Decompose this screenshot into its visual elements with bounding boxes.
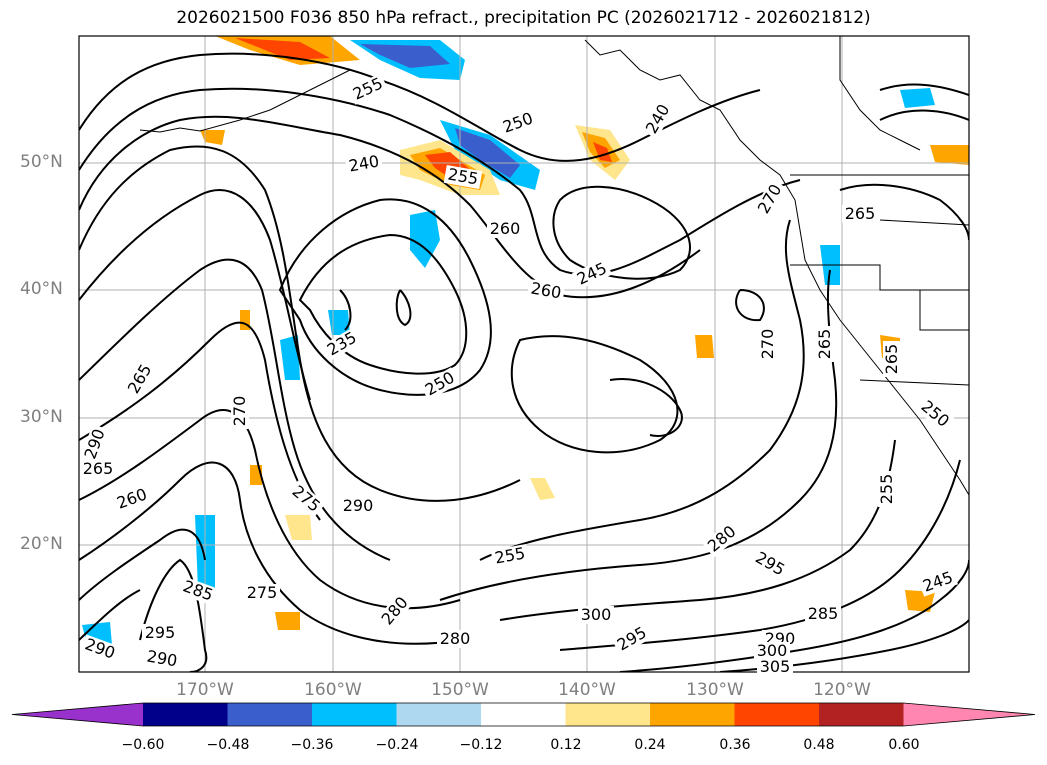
colorbar-tick-label: 0.12: [550, 737, 582, 753]
map-title: 2026021500 F036 850 hPa refract., precip…: [176, 8, 871, 28]
colorbar-tick-label: 0.24: [634, 737, 666, 753]
colorbar-segment: [565, 703, 651, 726]
contour-label: 300: [578, 606, 614, 624]
colorbar-segment: [819, 703, 904, 726]
contour-label: 295: [142, 624, 178, 642]
colorbar: [11, 702, 1036, 727]
colorbar-tick-label: −0.36: [290, 737, 334, 753]
contour-label: 285: [805, 605, 841, 623]
contour-label: 270: [230, 393, 249, 429]
coastlines: [139, 36, 969, 496]
lon-label-120w: 120°W: [813, 680, 871, 700]
lat-label-30n: 30°N: [20, 407, 63, 427]
colorbar-outline: [11, 702, 1036, 727]
contour-label: 265: [815, 326, 834, 362]
contour-label: 265: [882, 341, 901, 377]
lon-label-140w: 140°W: [558, 680, 616, 700]
lat-label-50n: 50°N: [20, 152, 63, 172]
contour-label: 260: [487, 220, 523, 238]
map-frame: [78, 35, 970, 673]
refractivity-contours: [79, 52, 969, 672]
colorbar-tick-label: 0.36: [719, 737, 751, 753]
contour-label: 280: [437, 630, 473, 648]
colorbar-segment: [734, 703, 820, 726]
colorbar-segment: [143, 703, 228, 726]
colorbar-segment: [481, 703, 566, 726]
lon-label-170w: 170°W: [176, 680, 234, 700]
contour-label: 265: [80, 460, 116, 478]
contour-label: 270: [758, 326, 777, 362]
colorbar-segment: [312, 703, 397, 726]
colorbar-tick-label: −0.24: [375, 737, 419, 753]
contour-label: 300: [754, 642, 790, 660]
contour-label: 275: [244, 584, 280, 602]
colorbar-segment: [396, 703, 482, 726]
colorbar-extend-low: [12, 703, 143, 726]
contour-label: 255: [877, 471, 896, 507]
contour-label: 305: [757, 658, 793, 676]
lat-label-40n: 40°N: [20, 279, 63, 299]
colorbar-tick-label: −0.48: [206, 737, 250, 753]
lon-label-130w: 130°W: [686, 680, 744, 700]
colorbar-tick-label: 0.48: [803, 737, 835, 753]
colorbar-tick-label: −0.60: [121, 737, 165, 753]
contour-label: 265: [842, 205, 878, 223]
colorbar-tick-label: −0.12: [459, 737, 503, 753]
colorbar-segment: [227, 703, 313, 726]
lon-label-160w: 160°W: [304, 680, 362, 700]
colorbar-segment: [650, 703, 735, 726]
colorbar-tick-label: 0.60: [888, 737, 920, 753]
colorbar-extend-high: [903, 703, 1035, 726]
lon-label-150w: 150°W: [431, 680, 489, 700]
graticule: [79, 36, 969, 672]
lat-label-20n: 20°N: [20, 534, 63, 554]
contour-label: 290: [340, 497, 376, 515]
